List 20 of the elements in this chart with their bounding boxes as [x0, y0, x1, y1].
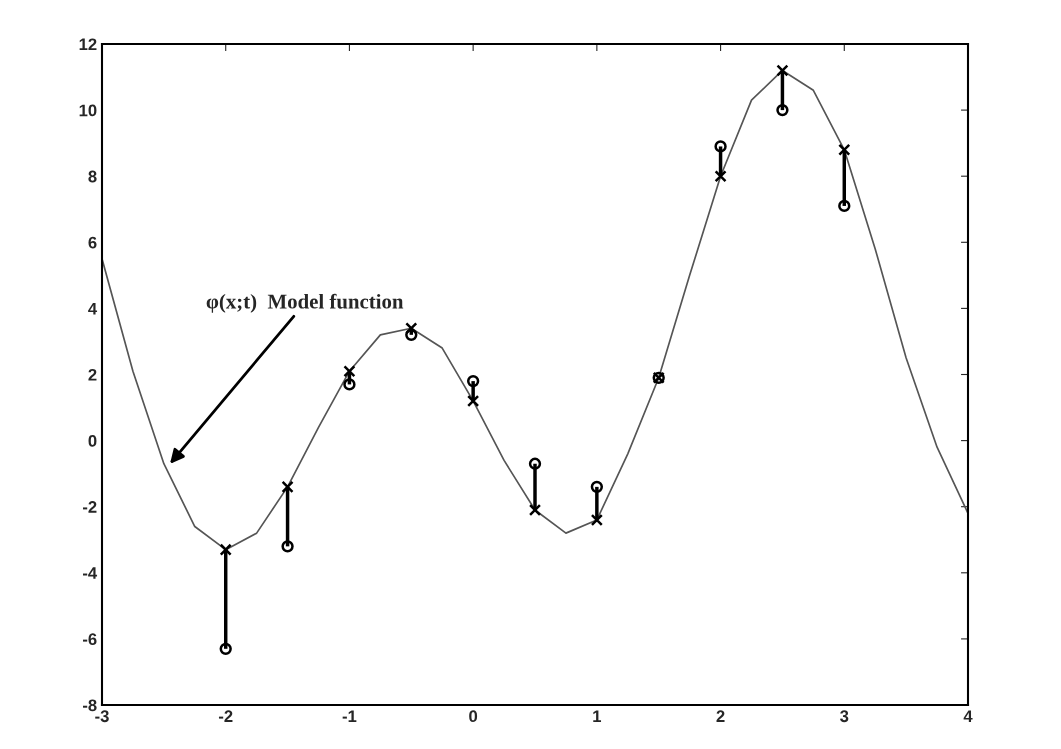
- x-tick-label: 1: [593, 710, 602, 722]
- x-tick-label: 3: [840, 710, 849, 723]
- y-tick-label: -6: [82, 633, 97, 646]
- x-tick-label: -2: [218, 710, 233, 722]
- y-tick-label: 12: [79, 38, 97, 51]
- y-tick-label: 6: [88, 236, 97, 249]
- y-tick-label: 4: [88, 302, 98, 315]
- x-tick-label: -3: [95, 710, 109, 723]
- y-tick-label: 10: [79, 104, 97, 117]
- x-tick-label: 2: [716, 710, 725, 722]
- y-tick-label: 2: [88, 368, 97, 381]
- annotation: φ(x;t) Model function: [206, 293, 404, 313]
- x-tick-label: 0: [469, 710, 478, 723]
- y-tick-label: -8: [82, 699, 97, 712]
- y-tick-label: 8: [88, 170, 97, 183]
- x-tick-label: 4: [963, 710, 973, 722]
- y-tick-label: 0: [88, 435, 97, 447]
- y-tick-label: -4: [82, 567, 98, 579]
- x-tick-label: -1: [342, 710, 357, 722]
- y-tick-label: -2: [82, 501, 97, 513]
